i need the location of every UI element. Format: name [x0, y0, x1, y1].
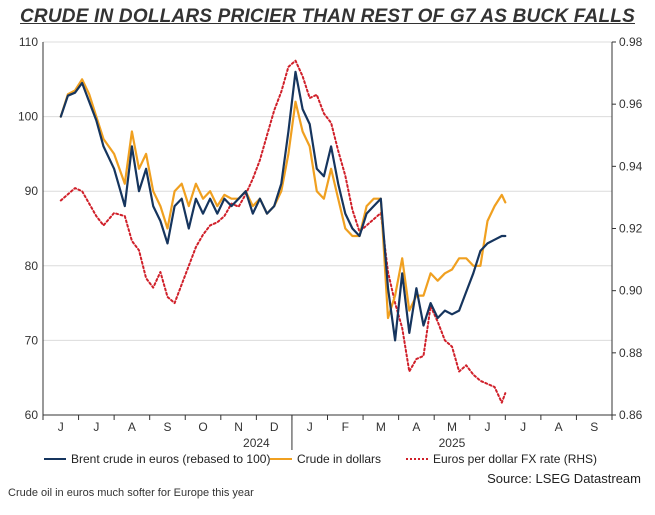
legend-swatch-dollars: [270, 458, 292, 460]
y-left-tick-label: 70: [25, 333, 39, 347]
y-left-tick-label: 80: [25, 259, 39, 273]
y-right-tick-label: 0.96: [619, 97, 643, 111]
series-line-fx: [59, 59, 507, 404]
x-month-label: M: [447, 420, 457, 434]
y-left-tick-label: 90: [25, 184, 39, 198]
legend-item-fx: Euros per dollar FX rate (RHS): [406, 452, 597, 466]
x-month-label: O: [198, 420, 207, 434]
x-month-label: F: [342, 420, 349, 434]
x-month-label: J: [58, 420, 64, 434]
chart-title: CRUDE IN DOLLARS PRICIER THAN REST OF G7…: [20, 6, 635, 27]
series-line-dollars: [59, 78, 507, 320]
x-year-label: 2024: [243, 436, 270, 450]
x-month-label: D: [270, 420, 279, 434]
y-right-tick-label: 0.90: [619, 284, 643, 298]
y-right-tick-label: 0.94: [619, 159, 643, 173]
y-right-tick-label: 0.86: [619, 408, 643, 422]
x-month-label: S: [163, 420, 171, 434]
legend-label-fx: Euros per dollar FX rate (RHS): [433, 452, 598, 466]
y-left-tick-label: 100: [18, 110, 38, 124]
label-layer: 60 70 80 90 100 110 0.86 0.88 0.90 0.92 0.94 0.96 0.…: [18, 35, 643, 450]
y-right-tick-label: 0.88: [619, 346, 643, 360]
y-left-tick-label: 110: [19, 35, 38, 49]
y-left-tick-label: 60: [25, 408, 39, 422]
x-month-label: N: [234, 420, 243, 434]
legend-swatch-fx: [406, 458, 428, 460]
legend-label-euros: Brent crude in euros (rebased to 100): [71, 452, 271, 466]
x-month-label: A: [555, 420, 563, 434]
legend-label-dollars: Crude in dollars: [297, 452, 382, 466]
chart-legend: Brent crude in euros (rebased to 100) Cr…: [44, 452, 644, 470]
x-year-label: 2025: [439, 436, 466, 450]
x-month-label: M: [376, 420, 386, 434]
series-line-euros: [59, 70, 507, 342]
axis-layer: [42, 41, 616, 450]
legend-item-euros: Brent crude in euros (rebased to 100): [44, 452, 270, 466]
x-month-label: S: [590, 420, 598, 434]
x-month-label: J: [93, 420, 99, 434]
legend-swatch-euros: [44, 458, 66, 460]
chart-caption: Crude oil in euros much softer for Europ…: [8, 487, 254, 499]
x-month-label: J: [520, 420, 526, 434]
x-month-label: A: [412, 420, 420, 434]
y-right-tick-label: 0.98: [619, 35, 643, 49]
x-month-label: A: [128, 420, 136, 434]
legend-item-dollars: Crude in dollars: [270, 452, 381, 466]
y-right-tick-label: 0.92: [619, 222, 643, 236]
x-month-label: J: [485, 420, 491, 434]
x-month-label: J: [307, 420, 313, 434]
source-note: Source: LSEG Datastream: [487, 471, 641, 486]
series-layer: [59, 59, 507, 404]
